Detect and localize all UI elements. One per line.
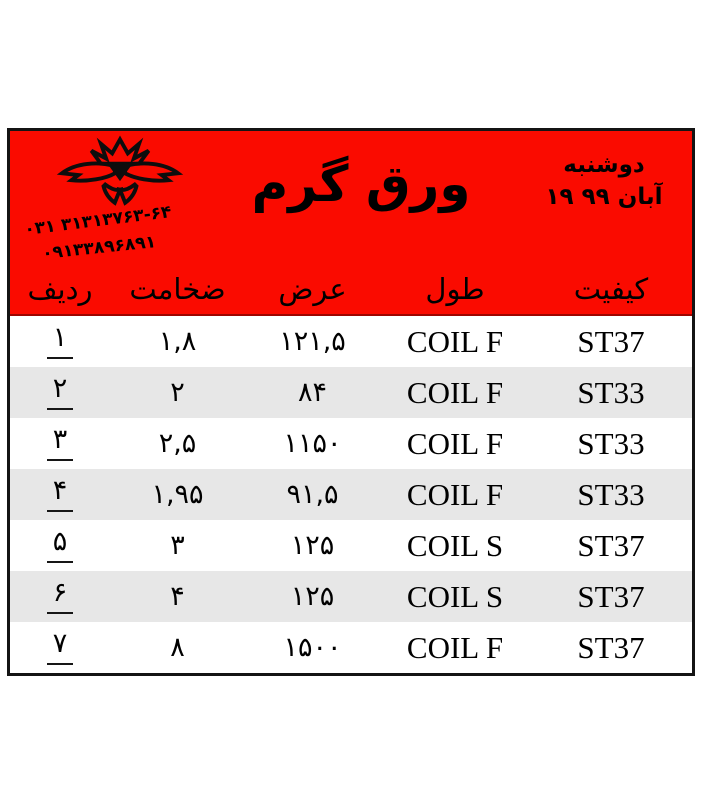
cell-thickness: ۱,۹۵	[151, 479, 204, 510]
cell-width: ۱۵۰۰	[283, 632, 342, 663]
price-sheet: ورق گرم دوشنبه ۱۹ آبان ۹۹ ۰۳۱ ۳۱۳۱۳۷۶۳-۶…	[7, 128, 695, 676]
table-row: ۴ ۱,۹۵ ۹۱,۵ COIL F ST33	[10, 469, 692, 520]
column-header-thickness: ضخامت	[129, 272, 226, 307]
table-body: ۱ ۱,۸ ۱۲۱,۵ COIL F ST37 ۲ ۲ ۸۴ COIL F ST…	[10, 316, 692, 673]
row-number-underlined: ۳	[47, 426, 73, 461]
cell-quality: ST37	[577, 630, 645, 665]
date-block: دوشنبه ۱۹ آبان ۹۹	[522, 149, 686, 213]
column-header-quality: کیفیت	[573, 272, 649, 307]
table-row: ۳ ۲,۵ ۱۱۵۰ COIL F ST33	[10, 418, 692, 469]
eagle-logo-icon	[56, 135, 184, 206]
cell-width: ۹۱,۵	[286, 479, 339, 510]
cell-length: COIL S	[406, 528, 504, 563]
row-number-underlined: ۱	[47, 324, 73, 359]
cell-row-number: ۷	[10, 630, 110, 665]
weekday-label: دوشنبه	[563, 152, 645, 178]
table-row: ۶ ۴ ۱۲۵ COIL S ST37	[10, 571, 692, 622]
column-header-length: طول	[425, 272, 485, 307]
cell-row-number: ۵	[10, 528, 110, 563]
cell-row-number: ۳	[10, 426, 110, 461]
cell-quality: ST37	[577, 324, 645, 359]
row-number-underlined: ۲	[47, 375, 73, 410]
cell-thickness: ۳	[170, 530, 185, 561]
column-header-radif: ردیف	[27, 272, 93, 307]
cell-length: COIL F	[406, 477, 504, 512]
sheet-header: ورق گرم دوشنبه ۱۹ آبان ۹۹ ۰۳۱ ۳۱۳۱۳۷۶۳-۶…	[10, 131, 692, 316]
cell-quality: ST33	[577, 477, 645, 512]
cell-length: COIL F	[406, 630, 504, 665]
cell-length: COIL F	[406, 426, 504, 461]
table-row: ۱ ۱,۸ ۱۲۱,۵ COIL F ST37	[10, 316, 692, 367]
table-row: ۷ ۸ ۱۵۰۰ COIL F ST37	[10, 622, 692, 673]
row-number-underlined: ۶	[47, 579, 73, 614]
column-header-width: عرض	[278, 272, 347, 307]
column-headers: ردیف ضخامت عرض طول کیفیت	[10, 272, 692, 307]
table-row: ۲ ۲ ۸۴ COIL F ST33	[10, 367, 692, 418]
cell-length: COIL F	[406, 375, 504, 410]
cell-row-number: ۴	[10, 477, 110, 512]
cell-quality: ST33	[577, 375, 645, 410]
cell-thickness: ۴	[170, 581, 185, 612]
row-number-underlined: ۵	[47, 528, 73, 563]
cell-row-number: ۱	[10, 324, 110, 359]
sheet-title: ورق گرم	[251, 155, 471, 213]
cell-length: COIL F	[406, 324, 504, 359]
table-row: ۵ ۳ ۱۲۵ COIL S ST37	[10, 520, 692, 571]
phone-line-2: ۰۹۱۳۳۸۹۶۸۹۱	[41, 232, 157, 264]
cell-width: ۱۱۵۰	[283, 428, 342, 459]
cell-row-number: ۶	[10, 579, 110, 614]
cell-quality: ST37	[577, 528, 645, 563]
row-number-underlined: ۴	[47, 477, 73, 512]
cell-width: ۱۲۱,۵	[279, 326, 346, 357]
cell-length: COIL S	[406, 579, 504, 614]
cell-thickness: ۱,۸	[158, 326, 197, 357]
cell-thickness: ۲,۵	[158, 428, 197, 459]
cell-width: ۱۲۵	[290, 530, 335, 561]
cell-width: ۸۴	[297, 377, 327, 408]
cell-width: ۱۲۵	[290, 581, 335, 612]
cell-thickness: ۲	[170, 377, 185, 408]
date-label: ۱۹ آبان ۹۹	[545, 184, 663, 211]
cell-quality: ST33	[577, 426, 645, 461]
cell-row-number: ۲	[10, 375, 110, 410]
cell-quality: ST37	[577, 579, 645, 614]
row-number-underlined: ۷	[47, 630, 73, 665]
cell-thickness: ۸	[170, 632, 185, 663]
